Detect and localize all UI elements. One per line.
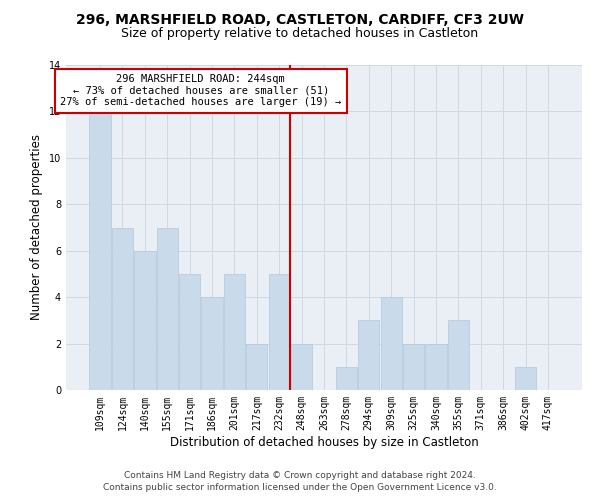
Text: 296 MARSHFIELD ROAD: 244sqm
← 73% of detached houses are smaller (51)
27% of sem: 296 MARSHFIELD ROAD: 244sqm ← 73% of det… — [60, 74, 341, 108]
Bar — [291, 344, 312, 390]
Bar — [425, 344, 446, 390]
Bar — [246, 344, 268, 390]
Y-axis label: Number of detached properties: Number of detached properties — [30, 134, 43, 320]
Bar — [179, 274, 200, 390]
Text: Contains public sector information licensed under the Open Government Licence v3: Contains public sector information licen… — [103, 483, 497, 492]
Bar — [224, 274, 245, 390]
Bar — [336, 367, 357, 390]
Bar — [157, 228, 178, 390]
Text: 296, MARSHFIELD ROAD, CASTLETON, CARDIFF, CF3 2UW: 296, MARSHFIELD ROAD, CASTLETON, CARDIFF… — [76, 12, 524, 26]
Bar — [448, 320, 469, 390]
Bar — [112, 228, 133, 390]
Bar — [202, 297, 223, 390]
Bar — [89, 112, 111, 390]
Bar — [358, 320, 379, 390]
Text: Contains HM Land Registry data © Crown copyright and database right 2024.: Contains HM Land Registry data © Crown c… — [124, 470, 476, 480]
Bar — [515, 367, 536, 390]
X-axis label: Distribution of detached houses by size in Castleton: Distribution of detached houses by size … — [170, 436, 478, 448]
Bar — [380, 297, 402, 390]
Bar — [403, 344, 424, 390]
Bar — [269, 274, 290, 390]
Bar — [134, 250, 155, 390]
Text: Size of property relative to detached houses in Castleton: Size of property relative to detached ho… — [121, 28, 479, 40]
